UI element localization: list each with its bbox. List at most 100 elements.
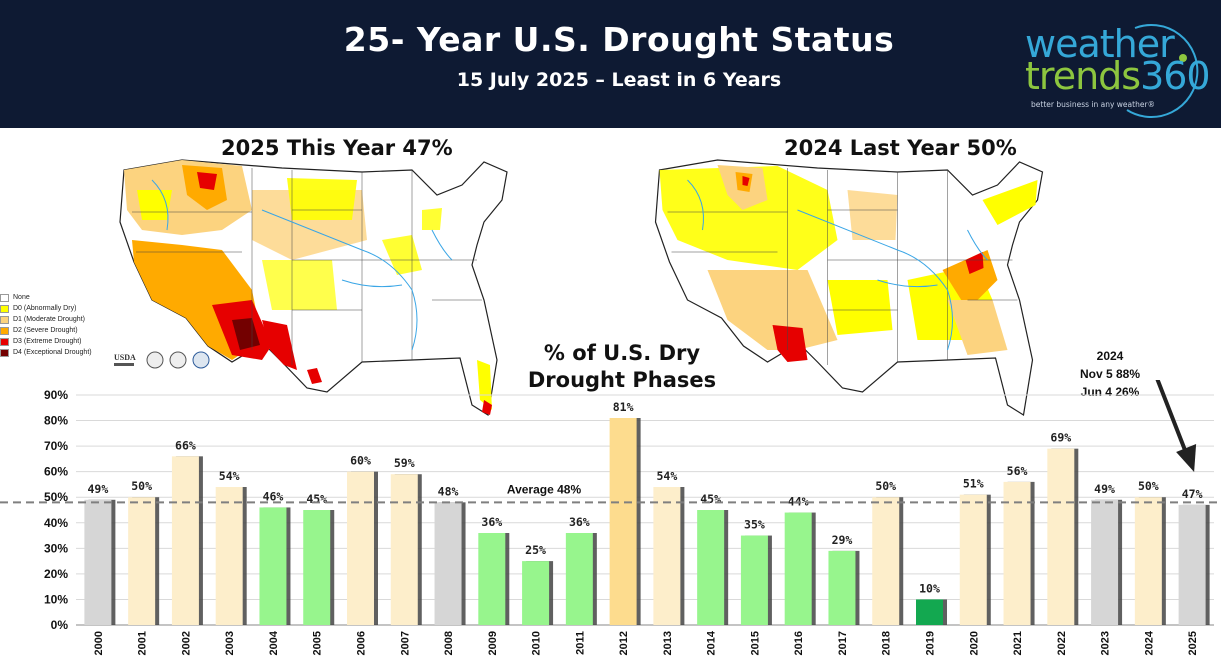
logo-word-weather: weather (1025, 22, 1175, 66)
data-label: 47% (1182, 487, 1203, 501)
bar (84, 499, 112, 625)
x-tick-label: 2024 (1143, 630, 1155, 655)
bar (740, 535, 768, 625)
bar (565, 533, 593, 625)
bar (390, 474, 418, 625)
bar (522, 561, 550, 625)
bar (653, 487, 681, 625)
legend-label: D0 (Abnormally Dry) (13, 305, 77, 312)
legend-swatch (0, 337, 9, 346)
legend-item: None (0, 292, 110, 303)
chart-title-line: % of U.S. Dry (543, 341, 701, 365)
y-tick-label: 30% (44, 541, 68, 555)
legend-swatch (0, 293, 9, 302)
bar (609, 418, 637, 625)
usda-logo-text: USDA (114, 353, 136, 362)
bar (697, 510, 725, 625)
nidis-seal-icon (146, 351, 164, 369)
data-label: 81% (613, 400, 634, 414)
data-label: 54% (219, 469, 240, 483)
legend-item: D4 (Exceptional Drought) (0, 347, 110, 358)
bar (171, 456, 199, 625)
x-tick-label: 2014 (706, 630, 718, 655)
bars: 49% 2000 50% 2001 66% 2002 54% 2003 46% 2004 45% 20… (84, 400, 1210, 655)
legend-label: D2 (Severe Drought) (13, 327, 78, 334)
annotation-line: Nov 5 88% (1079, 367, 1141, 381)
x-tick-label: 2021 (1012, 631, 1024, 655)
x-tick-label: 2002 (180, 631, 192, 655)
data-label: 49% (87, 482, 108, 496)
chart-title: % of U.S. Dry Drought Phases (510, 340, 734, 394)
annotation-arrow-shaft (1155, 380, 1188, 454)
x-tick-label: 2004 (268, 630, 280, 655)
annotation-arrow-head-icon (1176, 444, 1197, 472)
data-label: 36% (569, 515, 590, 529)
x-tick-label: 2016 (793, 631, 805, 655)
header-banner (0, 0, 1221, 128)
x-tick-label: 2009 (487, 631, 499, 655)
bar (959, 494, 987, 625)
y-tick-label: 90% (44, 388, 68, 402)
data-label: 25% (525, 543, 546, 557)
data-label: 36% (481, 515, 502, 529)
legend-item: D1 (Moderate Drought) (0, 314, 110, 325)
us-drought-map-2025 (119, 159, 508, 416)
annotation-line: 2024 (1096, 349, 1124, 363)
logo-word-360: 360 (1140, 54, 1211, 98)
grid-lines (76, 394, 1214, 626)
page-subtitle: 15 July 2025 – Least in 6 Years (456, 69, 782, 91)
data-label: 46% (263, 489, 284, 503)
y-tick-label: 60% (44, 465, 68, 479)
us-drought-map-2024 (654, 159, 1044, 416)
data-label: 59% (394, 456, 415, 470)
logo-word-trends: trends360 (1025, 54, 1211, 98)
bar (347, 471, 374, 625)
x-tick-label: 2006 (356, 631, 368, 655)
noaa-seal-icon (192, 351, 210, 369)
logo-ring-icon (1126, 23, 1199, 118)
legend-label: D1 (Moderate Drought) (13, 316, 85, 323)
legend-item: D3 (Extreme Drought) (0, 336, 110, 347)
bar (1047, 448, 1075, 625)
x-tick-label: 2023 (1100, 631, 1112, 655)
bar (784, 512, 812, 625)
data-label: 49% (1094, 482, 1115, 496)
y-tick-label: 10% (44, 592, 68, 606)
bar (478, 533, 506, 625)
logo-tagline: better business in any weather® (1031, 100, 1156, 109)
data-label: 50% (131, 479, 152, 493)
legend-item: D2 (Severe Drought) (0, 325, 110, 336)
bar (872, 497, 900, 625)
bar (215, 487, 243, 625)
x-tick-label: 2019 (925, 631, 937, 655)
y-tick-label: 20% (44, 567, 68, 581)
data-label: 54% (656, 469, 677, 483)
legend-label: None (13, 294, 30, 301)
data-label: 48% (438, 484, 459, 498)
bar (1134, 497, 1162, 625)
x-tick-label: 2008 (443, 631, 455, 655)
x-tick-label: 2017 (837, 631, 849, 655)
x-tick-label: 2015 (749, 631, 761, 655)
page-title: 25- Year U.S. Drought Status (343, 20, 895, 59)
data-label: 56% (1007, 464, 1028, 478)
data-label: 50% (875, 479, 896, 493)
x-tick-label: 2003 (224, 631, 236, 655)
x-tick-label: 2012 (618, 631, 630, 655)
average-label: Average 48% (507, 482, 582, 496)
x-tick-label: 2025 (1187, 631, 1199, 655)
x-tick-label: 2001 (137, 631, 149, 655)
data-label: 45% (306, 492, 327, 506)
bar (303, 510, 331, 625)
bar (828, 550, 856, 625)
x-tick-label: 2007 (399, 631, 411, 655)
legend-swatch (0, 304, 9, 313)
drought-legend: None D0 (Abnormally Dry) D1 (Moderate Dr… (0, 292, 110, 358)
x-tick-label: 2013 (662, 631, 674, 655)
x-tick-label: 2011 (574, 631, 586, 655)
data-label: 69% (1050, 431, 1071, 445)
logo-word-trends-text: trends (1025, 54, 1141, 98)
y-tick-label: 40% (44, 516, 68, 530)
usda-logo-icon (114, 363, 134, 366)
x-tick-label: 2020 (968, 631, 980, 655)
